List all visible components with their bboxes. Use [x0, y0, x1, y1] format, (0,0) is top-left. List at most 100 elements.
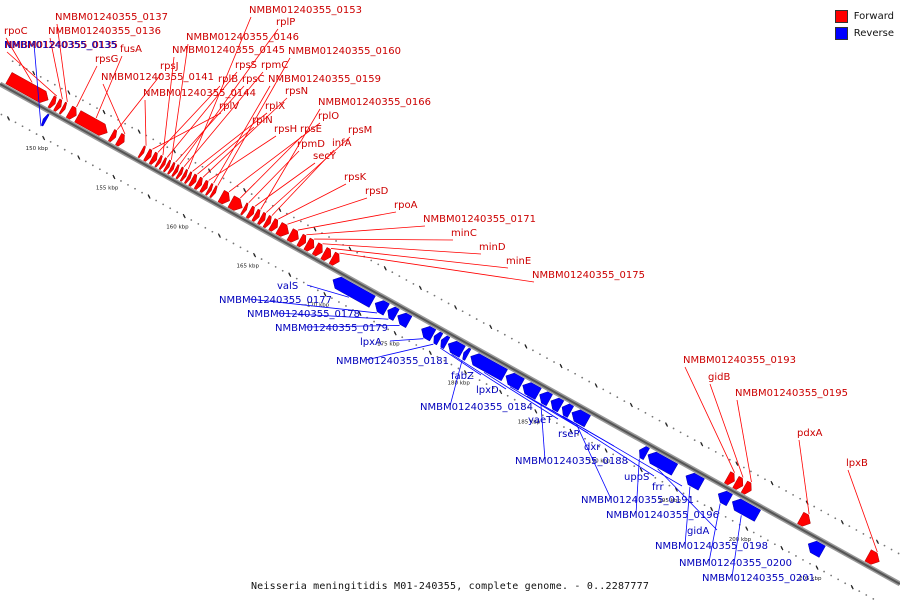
- forward-label-leader: [709, 383, 744, 478]
- track-dot-lower: [577, 433, 579, 436]
- gene-forward-arrow: [864, 549, 880, 565]
- track-dot-upper: [475, 318, 478, 320]
- track-dot-lower: [422, 348, 425, 350]
- track-dot-upper: [110, 115, 112, 117]
- track-dot-lower: [190, 219, 193, 221]
- track-dot-upper: [131, 126, 134, 129]
- gene-reverse-arrow: [397, 312, 413, 329]
- track-dot-lower: [120, 180, 122, 182]
- track-dot-lower: [295, 277, 298, 280]
- track-dot-upper: [53, 83, 56, 86]
- track-dot-lower: [563, 426, 565, 428]
- track-dot-lower: [584, 437, 586, 440]
- legend-forward-swatch: [834, 10, 848, 23]
- track-dash-upper: [524, 344, 528, 349]
- forward-gene-label: rplV: [219, 101, 239, 112]
- track-dot-lower: [654, 476, 657, 479]
- track-dash-upper: [875, 539, 880, 545]
- gene-forward-arrow: [179, 168, 189, 182]
- track-dot-upper: [855, 529, 858, 531]
- reverse-label-leader: [248, 298, 378, 314]
- track-dot-lower: [56, 144, 59, 147]
- track-dash-upper: [313, 226, 317, 232]
- track-dot-lower: [492, 387, 495, 389]
- track-dot-upper: [532, 349, 534, 352]
- track-dot-upper: [539, 353, 541, 356]
- track-dot-upper: [799, 497, 802, 500]
- forward-label-leader: [49, 37, 63, 100]
- reverse-gene-label: NMBM01240355_0200: [679, 558, 792, 569]
- forward-gene-label: NMBM01240355_0144: [143, 88, 256, 99]
- forward-gene-label: rpsG: [95, 54, 118, 65]
- track-dot-upper: [890, 548, 893, 551]
- reverse-gene-label: gidA: [687, 526, 709, 537]
- gene-reverse-arrow: [539, 391, 553, 407]
- track-dash-lower: [745, 526, 749, 531]
- reverse-gene-label: NMBM01240355_0196: [606, 510, 719, 521]
- track-dot-upper: [883, 544, 886, 547]
- track-dot-lower: [246, 250, 249, 253]
- track-dot-upper: [257, 197, 260, 199]
- track-dash-lower: [780, 545, 784, 551]
- track-dash-lower: [217, 233, 221, 238]
- track-dot-lower: [387, 328, 390, 331]
- forward-gene-label: NMBM01240355_0166: [318, 97, 431, 108]
- gene-forward-arrow: [740, 480, 752, 495]
- gene-reverse-arrow: [433, 331, 444, 346]
- track-dot-lower: [204, 226, 207, 229]
- track-dot-upper: [152, 138, 155, 141]
- track-dash-lower: [253, 252, 257, 258]
- forward-label-leader: [175, 85, 245, 163]
- track-dot-upper: [757, 474, 759, 477]
- track-dot-lower: [91, 164, 94, 167]
- gene-forward-arrow: [107, 129, 118, 143]
- track-dot-upper: [159, 142, 162, 145]
- reverse-gene-label: valS: [277, 281, 298, 292]
- reverse-label-leader: [483, 371, 559, 420]
- reverse-label-leader: [304, 325, 400, 328]
- forward-gene-label: secY: [313, 151, 337, 162]
- track-dash-lower: [499, 389, 503, 395]
- track-dot-lower: [541, 414, 544, 417]
- track-dot-upper: [75, 95, 77, 98]
- track-dash-lower: [463, 370, 468, 375]
- track-dot-lower: [865, 594, 868, 596]
- reverse-gene-label: NMBM01240355_0184: [420, 402, 533, 413]
- reverse-gene-label: NMBM01240355_0179: [275, 323, 388, 334]
- track-dot-lower: [274, 265, 277, 268]
- gene-reverse-arrow: [807, 540, 826, 558]
- track-dash-upper: [735, 461, 739, 466]
- track-dot-upper: [721, 454, 724, 457]
- forward-gene-label: NMBM01240355_0160: [288, 46, 401, 57]
- gene-forward-arrow: [320, 247, 332, 261]
- scale-tick-label: 195 kbp: [658, 498, 681, 504]
- gene-forward-arrow: [65, 105, 77, 120]
- track-dot-lower: [724, 515, 727, 518]
- track-dot-lower: [471, 375, 474, 378]
- track-dot-lower: [211, 230, 214, 233]
- gene-reverse-arrow: [440, 335, 451, 350]
- reverse-gene-label: NMBM01240355_0201: [702, 573, 815, 584]
- track-dot-upper: [461, 310, 464, 313]
- forward-label-leader: [306, 225, 426, 236]
- track-dash-upper: [137, 129, 141, 134]
- track-dot-lower: [485, 383, 488, 385]
- track-dot-upper: [742, 466, 745, 469]
- track-dot-lower: [858, 590, 861, 593]
- reverse-gene-label: frr: [652, 482, 664, 493]
- track-dash-lower: [112, 174, 116, 180]
- legend-reverse-label: Reverse: [853, 28, 894, 39]
- track-dash-lower: [182, 213, 186, 219]
- track-dot-upper: [447, 302, 450, 305]
- track-dot-lower: [802, 558, 804, 561]
- gene-forward-arrow: [723, 471, 735, 486]
- gene-forward-arrow: [303, 237, 315, 252]
- gene-forward-arrow: [183, 171, 193, 185]
- track-dot-upper: [187, 158, 190, 160]
- reverse-label-leader: [440, 347, 482, 376]
- track-dot-upper: [764, 478, 766, 481]
- track-dot-lower: [689, 496, 692, 499]
- track-dot-upper: [335, 240, 337, 242]
- track-dot-upper: [96, 107, 98, 110]
